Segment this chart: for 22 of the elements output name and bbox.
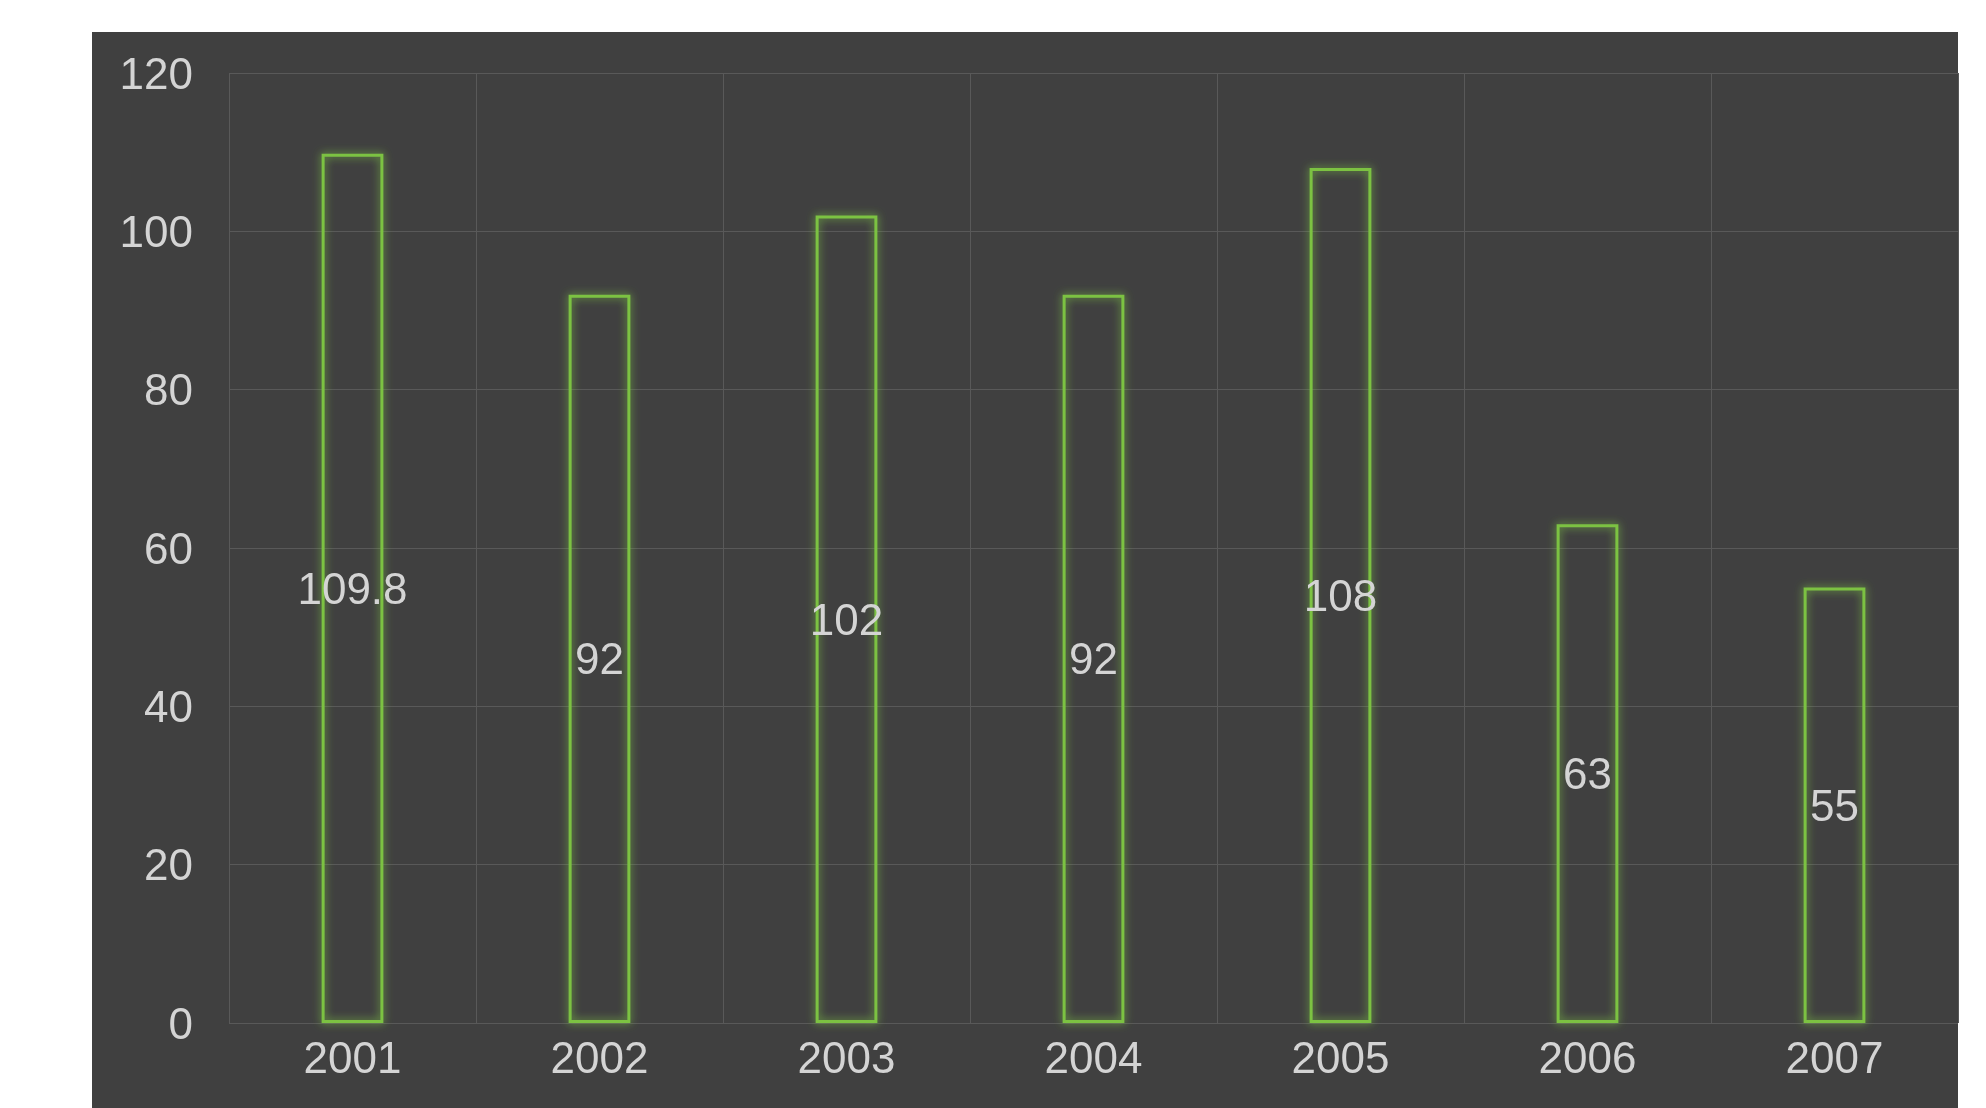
x-tick-label: 2003 — [797, 1032, 896, 1082]
bar — [1556, 524, 1619, 1023]
x-tick-label: 2004 — [1044, 1032, 1143, 1082]
y-tick-label: 80 — [144, 365, 193, 415]
y-tick-label: 60 — [144, 523, 193, 573]
data-label: 63 — [1563, 749, 1612, 799]
bar — [1803, 587, 1866, 1023]
x-tick-label: 2001 — [303, 1032, 402, 1082]
bar — [1062, 294, 1125, 1023]
y-tick-label: 120 — [119, 48, 193, 98]
data-label: 92 — [1069, 634, 1118, 684]
y-tick-label: 40 — [144, 681, 193, 731]
x-tick-label: 2007 — [1785, 1032, 1884, 1082]
data-label: 55 — [1810, 780, 1859, 830]
y-tick-label: 100 — [119, 206, 193, 256]
bar — [568, 294, 631, 1023]
x-tick-label: 2002 — [550, 1032, 649, 1082]
y-tick-label: 0 — [168, 998, 193, 1048]
data-label: 92 — [575, 634, 624, 684]
y-tick-label: 20 — [144, 840, 193, 890]
x-tick-label: 2006 — [1538, 1032, 1637, 1082]
x-tick-label: 2005 — [1291, 1032, 1390, 1082]
